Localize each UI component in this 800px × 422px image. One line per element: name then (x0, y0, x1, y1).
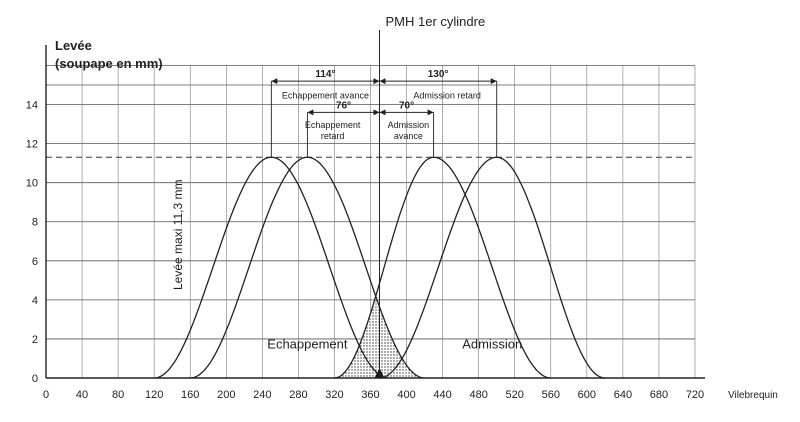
x-tick-label: 0 (43, 389, 49, 401)
x-tick-label: 200 (217, 389, 235, 401)
annotation-label: Admission (388, 120, 430, 130)
curve-label: Echappement (267, 337, 348, 352)
curve-1 (154, 156, 389, 379)
curves (154, 81, 605, 379)
y-axis-label: Levée (55, 38, 92, 53)
y-tick-label: 6 (32, 256, 38, 268)
x-tick-label: 600 (578, 389, 596, 401)
annotation-label: Admission retard (413, 91, 481, 101)
vertical-max-label: Levée maxi 11,3 mm (171, 180, 185, 291)
x-tick-label: 640 (614, 389, 632, 401)
angle-label: 130° (428, 69, 449, 80)
angle-arrow-head-r (427, 109, 434, 116)
angle-label: 70° (399, 100, 414, 111)
axes (45, 30, 705, 379)
x-tick-label: 360 (361, 389, 379, 401)
x-tick-label: 160 (181, 389, 199, 401)
angle-label: 114° (315, 69, 335, 80)
x-tick-label: 280 (289, 389, 307, 401)
angle-arrow-head-l (271, 78, 278, 85)
y-tick-label: 8 (32, 217, 38, 229)
annotation-label: retard (321, 131, 345, 141)
x-tick-label: 320 (325, 389, 343, 401)
x-tick-label: 400 (397, 389, 415, 401)
angle-arrow-head-l (379, 78, 386, 85)
x-tick-label: 480 (469, 389, 487, 401)
pmh-label: PMH 1er cylindre (386, 14, 486, 29)
angle-arrow-head-l (307, 109, 314, 116)
x-tick-label: 80 (112, 389, 124, 401)
curve-label: Admission (462, 337, 522, 352)
y-axis-label: (soupape en mm) (55, 56, 163, 71)
annotation-label: avance (394, 131, 423, 141)
y-tick-label: 4 (32, 295, 38, 307)
angle-label: 76° (336, 100, 351, 111)
annotation-label: Echappement (305, 120, 361, 130)
annotations: 114° Echappement avance 130° Admission reta… (271, 69, 497, 141)
angle-arrow-head-r (373, 109, 380, 116)
x-tick-label: 440 (433, 389, 451, 401)
y-tick-label: 14 (26, 100, 38, 112)
angle-arrow-head-r (373, 78, 380, 85)
x-axis-label: Vilebrequin (728, 390, 778, 401)
curve-4 (379, 156, 605, 379)
y-tick-label: 2 (32, 334, 38, 346)
x-tick-label: 520 (506, 389, 524, 401)
x-tick-label: 560 (542, 389, 560, 401)
x-tick-label: 720 (686, 389, 704, 401)
curve-3 (334, 156, 551, 379)
angle-arrow-head-l (379, 109, 386, 116)
labels: 0 2 4 6 8 10 12 14 0 40 80 120 160 200 240 280 320 360 400… (26, 14, 778, 401)
y-tick-label: 0 (32, 373, 38, 385)
y-tick-label: 12 (26, 139, 38, 151)
grid (45, 65, 696, 379)
angle-arrow-head-r (490, 78, 497, 85)
annotation-label: Echappement avance (282, 91, 369, 101)
x-tick-label: 680 (650, 389, 668, 401)
x-tick-label: 120 (145, 389, 163, 401)
curve-2 (190, 156, 425, 379)
x-tick-label: 240 (253, 389, 271, 401)
x-tick-label: 40 (76, 389, 88, 401)
y-tick-label: 10 (26, 178, 38, 190)
